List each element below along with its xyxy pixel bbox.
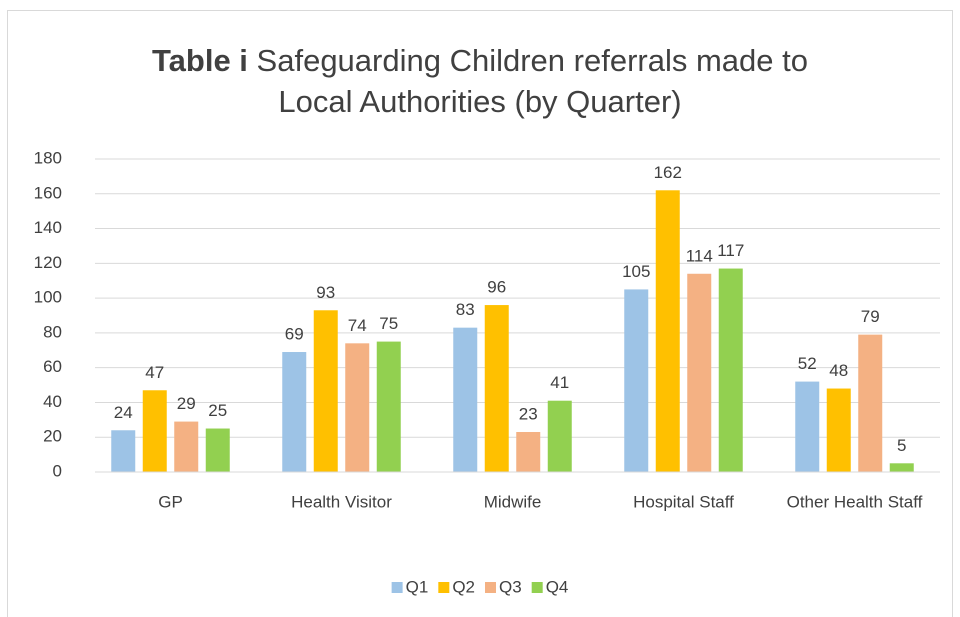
bar	[205, 428, 230, 472]
value-label: 79	[861, 307, 880, 326]
value-label: 5	[897, 436, 906, 455]
x-tick-label: Midwife	[484, 492, 542, 511]
bar	[111, 430, 136, 472]
legend-swatch	[438, 582, 450, 593]
value-label: 74	[348, 316, 367, 335]
legend-swatch	[391, 582, 403, 593]
y-tick-label: 60	[43, 357, 62, 376]
bar	[547, 400, 572, 472]
bar	[484, 305, 509, 472]
value-label: 93	[316, 283, 335, 302]
value-label: 69	[285, 325, 304, 344]
value-label: 41	[550, 373, 569, 392]
bar	[624, 289, 649, 472]
y-tick-label: 20	[43, 427, 62, 446]
y-tick-label: 0	[53, 461, 62, 480]
value-label: 52	[798, 354, 817, 373]
value-label: 117	[717, 241, 744, 260]
value-label: 96	[487, 278, 506, 297]
y-tick-label: 160	[34, 183, 62, 202]
value-label: 25	[208, 401, 227, 420]
bar	[282, 352, 307, 472]
bar	[174, 421, 199, 472]
chart-title: Table i Safeguarding Children referrals …	[120, 40, 840, 122]
y-tick-label: 80	[43, 322, 62, 341]
legend-label: Q2	[452, 577, 475, 596]
value-label: 162	[654, 163, 682, 182]
bar	[655, 190, 680, 473]
bar	[795, 381, 820, 472]
bar	[142, 390, 167, 472]
bar	[718, 268, 743, 472]
title-prefix: Table i	[152, 43, 248, 78]
y-tick-label: 140	[34, 218, 62, 237]
y-tick-label: 120	[34, 253, 62, 272]
y-tick-label: 100	[34, 288, 62, 307]
bar	[313, 310, 338, 472]
legend-label: Q3	[499, 577, 522, 596]
x-tick-label: Hospital Staff	[633, 492, 734, 511]
value-label: 83	[456, 300, 475, 319]
value-label: 24	[114, 403, 133, 422]
bar	[345, 343, 370, 472]
value-label: 114	[686, 246, 713, 265]
value-label: 29	[177, 394, 196, 413]
bar	[858, 334, 883, 472]
value-label: 23	[519, 404, 538, 423]
x-tick-label: Other Health Staff	[787, 492, 923, 511]
y-tick-label: 180	[34, 148, 62, 167]
value-label: 47	[145, 363, 164, 382]
bar	[687, 273, 712, 472]
value-label: 48	[829, 361, 848, 380]
x-tick-label: GP	[158, 492, 183, 511]
bar	[376, 341, 401, 472]
bar	[453, 327, 478, 472]
title-text: Safeguarding Children referrals made to …	[256, 43, 808, 119]
legend: Q1 Q2 Q3 Q4	[391, 577, 569, 596]
legend-swatch	[531, 582, 543, 593]
y-tick-label: 40	[43, 392, 62, 411]
x-tick-label: Health Visitor	[291, 492, 392, 511]
legend-label: Q1	[406, 577, 429, 596]
bar	[826, 388, 851, 472]
value-label: 105	[622, 262, 650, 281]
bar	[516, 432, 541, 472]
chart-border	[7, 10, 953, 617]
value-label: 75	[379, 314, 398, 333]
legend-swatch	[485, 582, 496, 593]
legend-label: Q4	[546, 577, 569, 596]
bar	[889, 463, 914, 472]
